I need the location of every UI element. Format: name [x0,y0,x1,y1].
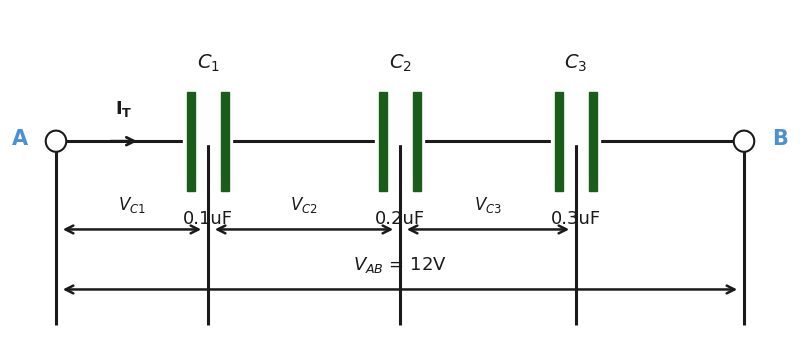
Text: 0.2uF: 0.2uF [375,210,425,228]
Text: B: B [772,130,788,149]
Ellipse shape [734,131,754,152]
Text: $V_{C3}$: $V_{C3}$ [474,195,502,215]
Bar [413,92,421,191]
Text: $C_2$: $C_2$ [389,53,411,74]
Bar [187,92,195,191]
Text: $V_{AB}$ = 12V: $V_{AB}$ = 12V [353,255,447,275]
Bar [221,92,229,191]
Text: 0.3uF: 0.3uF [551,210,601,228]
Text: 0.1uF: 0.1uF [183,210,233,228]
Ellipse shape [46,131,66,152]
Text: $V_{C1}$: $V_{C1}$ [118,195,146,215]
Bar [555,92,563,191]
Bar [589,92,597,191]
Text: $\mathbf{I_T}$: $\mathbf{I_T}$ [115,100,133,119]
Text: A: A [12,130,28,149]
Text: $C_3$: $C_3$ [565,53,587,74]
Text: $V_{C2}$: $V_{C2}$ [290,195,318,215]
Bar [379,92,387,191]
Text: $C_1$: $C_1$ [197,53,219,74]
